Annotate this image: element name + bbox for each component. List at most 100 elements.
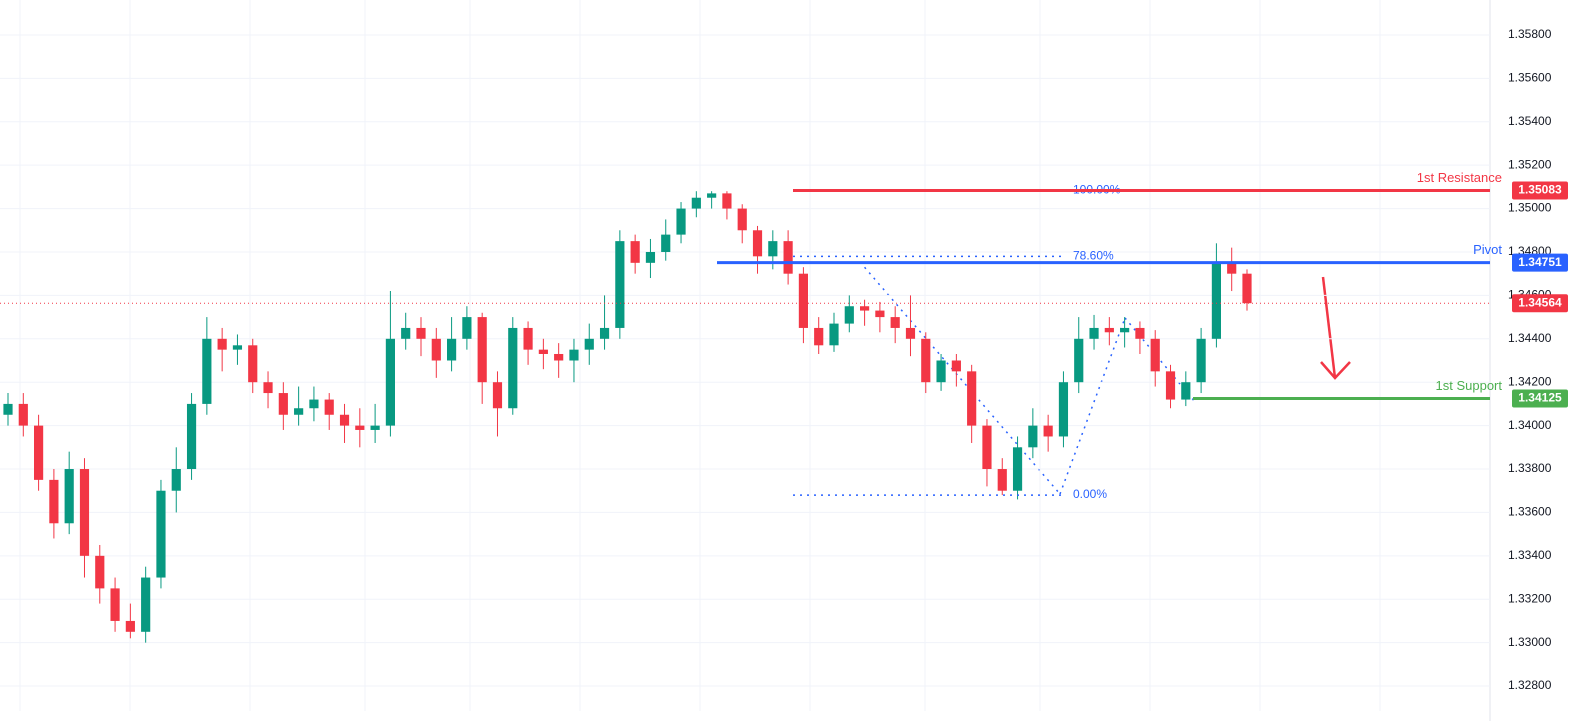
candle-body	[324, 399, 334, 415]
candle-body	[34, 425, 44, 480]
y-tick-label: 1.33400	[1508, 548, 1552, 562]
candle-body	[110, 588, 120, 621]
candle-body	[1227, 262, 1237, 274]
level-value: 1.34751	[1518, 255, 1562, 269]
candle-body	[921, 338, 931, 383]
level-tag	[1512, 253, 1568, 272]
candle-body	[752, 230, 763, 257]
y-tick-label: 1.32800	[1508, 678, 1552, 692]
candle-body	[125, 620, 135, 632]
level-tag	[1512, 181, 1568, 200]
candle-body	[309, 399, 319, 409]
candle-body	[156, 490, 166, 578]
candle-body	[707, 193, 717, 198]
candle-body	[248, 345, 258, 383]
level-value: 1.34125	[1518, 391, 1562, 405]
candle-body	[584, 338, 594, 350]
candle-body	[477, 317, 487, 383]
y-tick-label: 1.35400	[1508, 114, 1552, 128]
candle-body	[294, 408, 304, 415]
candle-body	[691, 197, 701, 209]
candle-body	[523, 327, 533, 350]
level-name: 1st Resistance	[1417, 170, 1502, 185]
y-tick-label: 1.35600	[1508, 71, 1552, 85]
candle-body	[49, 479, 59, 524]
y-tick-label: 1.33200	[1508, 591, 1552, 605]
candle-body	[401, 327, 411, 339]
candle-body	[141, 577, 151, 632]
candle-body	[416, 327, 426, 339]
level-value: 1.35083	[1518, 183, 1562, 197]
candle-body	[798, 273, 808, 328]
candle-body	[554, 353, 564, 361]
candle-body	[737, 208, 747, 231]
candle-body	[829, 323, 839, 346]
arrow	[1320, 276, 1351, 380]
candle-body	[217, 338, 227, 350]
candle-body	[1196, 338, 1206, 383]
candle-body	[79, 469, 90, 556]
candle-body	[1181, 382, 1191, 400]
candle-body	[615, 241, 625, 328]
candle-body	[538, 349, 548, 354]
candle-body	[1211, 262, 1221, 339]
level-tag	[1512, 389, 1568, 408]
candle-body	[783, 241, 793, 274]
candle-body	[278, 393, 288, 415]
candle-body	[676, 208, 686, 235]
candle-body	[1043, 425, 1053, 437]
candle-body	[1028, 425, 1038, 448]
candle-body	[645, 251, 656, 263]
y-tick-label: 1.33600	[1508, 505, 1552, 519]
candle-body	[967, 371, 977, 426]
candle-body	[339, 414, 350, 426]
candle-body	[64, 469, 74, 524]
level-name: 1st Support	[1436, 378, 1503, 393]
candle-body	[370, 425, 380, 430]
candle-body	[1120, 327, 1130, 333]
candle-body	[982, 425, 992, 470]
candle-body	[768, 241, 778, 257]
candle-body	[202, 338, 212, 404]
candle-body	[1135, 327, 1145, 339]
fib-label: 0.00%	[1073, 487, 1107, 501]
y-tick-label: 1.33800	[1508, 461, 1552, 475]
candle-body	[508, 327, 518, 409]
current-price-label: 1.34564	[1518, 295, 1562, 309]
candle-body	[875, 310, 885, 318]
candle-body	[951, 360, 961, 372]
candle-body	[186, 403, 197, 470]
candle-body	[1242, 273, 1252, 304]
candle-body	[569, 349, 579, 361]
candle-body	[263, 382, 273, 394]
y-tick-label: 1.35800	[1508, 27, 1552, 41]
candle-body	[171, 469, 181, 491]
candle-body	[997, 469, 1007, 491]
y-tick-label: 1.34400	[1508, 331, 1552, 345]
candle-body	[232, 345, 243, 350]
y-tick-label: 1.35000	[1508, 201, 1552, 215]
candle-body	[447, 338, 457, 361]
candle-body	[95, 555, 105, 589]
vertical-grid	[19, 0, 1381, 711]
candle-body	[1074, 338, 1084, 383]
candle-body	[630, 241, 640, 263]
y-tick-label: 1.35200	[1508, 157, 1552, 171]
candle-body	[890, 317, 900, 328]
fib-label: 78.60%	[1073, 248, 1114, 262]
candle-body	[1012, 447, 1023, 491]
candle-body	[860, 306, 870, 311]
candle-body	[1165, 371, 1176, 400]
y-tick-label: 1.34200	[1508, 374, 1552, 388]
candle-body	[431, 338, 441, 361]
candle-body	[18, 403, 28, 426]
candle-body	[385, 338, 395, 426]
candle-body	[814, 327, 824, 346]
candle-body	[905, 327, 916, 339]
candle-body	[355, 425, 365, 430]
current-price-tag	[1512, 294, 1568, 313]
candle-body	[1104, 327, 1114, 333]
candle-body	[599, 327, 610, 339]
candle-body	[1058, 382, 1069, 437]
